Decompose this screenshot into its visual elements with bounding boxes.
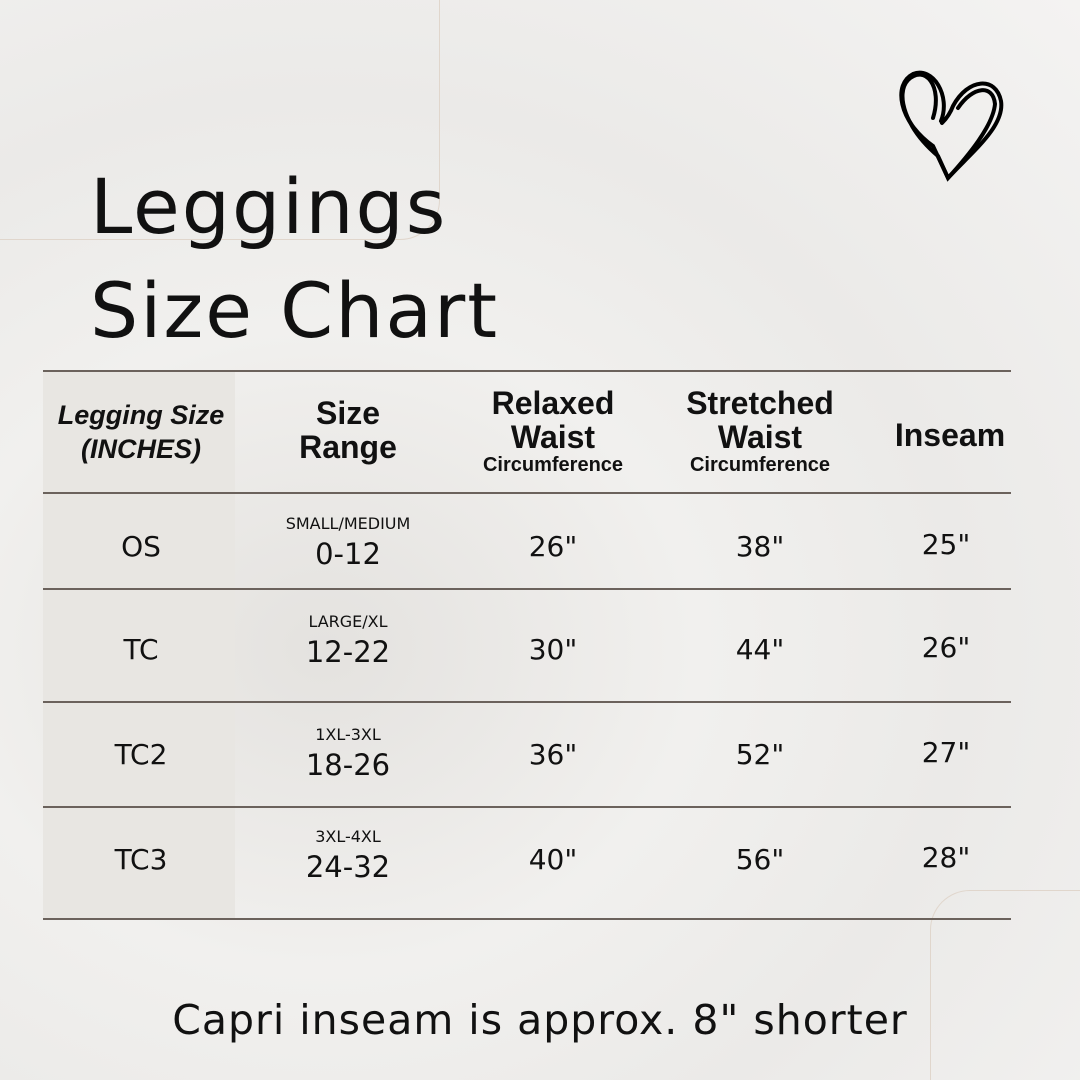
table-cell-relaxed: 30" bbox=[529, 633, 578, 666]
table-cell-inseam: 25" bbox=[922, 528, 971, 561]
decorative-frame bbox=[930, 890, 1080, 1080]
header-text: Range bbox=[299, 429, 397, 465]
table-cell-range: 1XL-3XL 18-26 bbox=[306, 724, 390, 784]
header-text: Legging Size bbox=[57, 400, 225, 430]
table-cell-stretched: 56" bbox=[736, 843, 785, 876]
header-inseam: Inseam bbox=[894, 417, 1006, 453]
stretched-waist-value: 52" bbox=[735, 738, 785, 771]
size-range-label: LARGE/XL bbox=[308, 612, 388, 631]
inseam-value: 25" bbox=[921, 528, 971, 561]
inseam-value: 28" bbox=[921, 841, 971, 874]
title-line-2: Size Chart bbox=[90, 266, 500, 355]
table-cell-inseam: 28" bbox=[922, 841, 971, 874]
table-cell-range: 3XL-4XL 24-32 bbox=[306, 826, 390, 886]
table-cell-size: TC3 bbox=[115, 843, 168, 876]
size-value: OS bbox=[121, 530, 161, 563]
size-range-label: 1XL-3XL bbox=[315, 725, 381, 744]
divider bbox=[43, 806, 1011, 808]
divider bbox=[43, 370, 1011, 372]
table-cell-size: TC2 bbox=[115, 738, 168, 771]
divider bbox=[43, 701, 1011, 703]
inseam-value: 27" bbox=[921, 736, 971, 769]
header-text: (INCHES) bbox=[80, 434, 201, 464]
divider bbox=[43, 918, 1011, 920]
header-text: Waist bbox=[717, 419, 803, 455]
footer-note: Capri inseam is approx. 8" shorter bbox=[172, 996, 908, 1044]
table-cell-relaxed: 26" bbox=[529, 530, 578, 563]
size-range-value: 12-22 bbox=[305, 635, 391, 669]
divider bbox=[43, 588, 1011, 590]
header-stretched-waist: Stretched Waist Circumference bbox=[686, 386, 834, 476]
size-column-background bbox=[43, 372, 235, 919]
table-cell-relaxed: 36" bbox=[529, 738, 578, 771]
table-cell-stretched: 38" bbox=[736, 530, 785, 563]
stretched-waist-value: 56" bbox=[735, 843, 785, 876]
stretched-waist-value: 38" bbox=[735, 530, 785, 563]
relaxed-waist-value: 30" bbox=[528, 633, 578, 666]
title-line-1: Leggings bbox=[90, 162, 448, 251]
table-cell-stretched: 52" bbox=[736, 738, 785, 771]
size-range-label: SMALL/MEDIUM bbox=[285, 514, 411, 533]
inseam-value: 26" bbox=[921, 631, 971, 664]
size-value: TC bbox=[123, 633, 159, 666]
table-cell-range: LARGE/XL 12-22 bbox=[306, 611, 390, 671]
decorative-frame bbox=[0, 0, 440, 240]
relaxed-waist-value: 26" bbox=[528, 530, 578, 563]
header-subtext: Circumference bbox=[689, 454, 831, 476]
table-cell-relaxed: 40" bbox=[529, 843, 578, 876]
relaxed-waist-value: 36" bbox=[528, 738, 578, 771]
size-value: TC3 bbox=[114, 843, 168, 876]
header-text: Waist bbox=[510, 419, 596, 455]
table-cell-inseam: 27" bbox=[922, 736, 971, 769]
divider bbox=[43, 492, 1011, 494]
page-title: Leggings Size Chart bbox=[90, 155, 499, 363]
relaxed-waist-value: 40" bbox=[528, 843, 578, 876]
stretched-waist-value: 44" bbox=[735, 633, 785, 666]
header-size-range: Size Range bbox=[299, 396, 397, 464]
size-range-label: 3XL-4XL bbox=[315, 827, 381, 846]
header-subtext: Circumference bbox=[482, 454, 624, 476]
heart-icon bbox=[899, 70, 1004, 182]
table-cell-inseam: 26" bbox=[922, 631, 971, 664]
table-cell-range: SMALL/MEDIUM 0-12 bbox=[286, 513, 411, 573]
table-cell-stretched: 44" bbox=[736, 633, 785, 666]
table-cell-size: TC bbox=[123, 633, 158, 666]
header-text: Size bbox=[315, 395, 381, 431]
header-text: Stretched bbox=[686, 385, 834, 421]
header-relaxed-waist: Relaxed Waist Circumference bbox=[483, 386, 623, 476]
header-legging-size: Legging Size (INCHES) bbox=[58, 398, 225, 466]
header-text: Relaxed bbox=[491, 385, 615, 421]
size-range-value: 18-26 bbox=[305, 748, 391, 782]
size-value: TC2 bbox=[114, 738, 168, 771]
size-range-value: 0-12 bbox=[315, 537, 381, 571]
table-cell-size: OS bbox=[121, 530, 161, 563]
size-range-value: 24-32 bbox=[305, 850, 391, 884]
